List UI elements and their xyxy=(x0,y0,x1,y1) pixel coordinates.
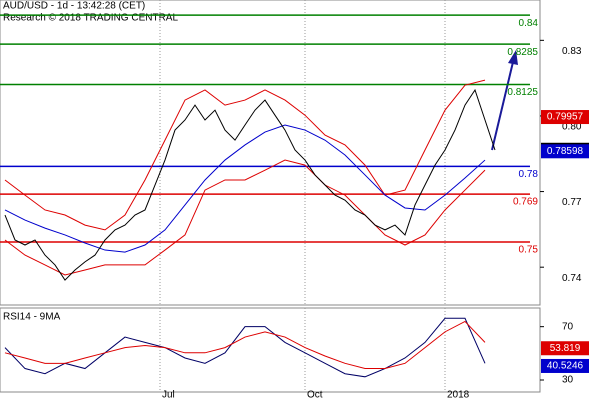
price-box-label: 0.78598 xyxy=(547,146,584,157)
price-box xyxy=(541,341,589,356)
forecast-arrow xyxy=(491,61,514,151)
price-box xyxy=(541,110,589,125)
series-line xyxy=(4,88,496,281)
y-tick-label: 0.80 xyxy=(562,122,582,133)
credit: Research © 2018 TRADING CENTRAL xyxy=(3,13,178,24)
x-tick-label: Oct xyxy=(307,390,323,400)
series-line xyxy=(4,159,486,276)
rsi-panel xyxy=(0,307,541,393)
y-tick-label: 0.74 xyxy=(562,273,582,284)
x-tick-label: 2018 xyxy=(447,390,470,400)
y-tick-label: 30 xyxy=(562,375,574,386)
price-box-label: 40.5246 xyxy=(547,361,584,372)
series-line xyxy=(4,124,486,253)
x-tick-label: Jul xyxy=(162,390,175,400)
y-tick-label: 70 xyxy=(562,321,574,332)
y-tick-label: 0.83 xyxy=(562,46,582,57)
series-line xyxy=(4,317,486,378)
level-label: 0.8285 xyxy=(507,47,538,58)
level-label: 0.769 xyxy=(513,197,538,208)
level-label: 0.8125 xyxy=(507,87,538,98)
y-tick-label: 0.77 xyxy=(562,197,582,208)
level-label: 0.75 xyxy=(519,245,539,256)
level-label: 0.84 xyxy=(519,18,539,29)
price-box-label: 53.819 xyxy=(550,343,581,354)
price-panel xyxy=(0,0,541,306)
chart-title: AUD/USD - 1d - 13:42:28 (CET) xyxy=(3,1,145,12)
price-box xyxy=(541,358,589,373)
arrow-head xyxy=(508,50,518,65)
rsi-title: RSI14 - 9MA xyxy=(3,312,61,323)
series-line xyxy=(4,79,486,231)
level-label: 0.78 xyxy=(519,169,539,180)
price-box-label: 0.79957 xyxy=(547,112,584,123)
price-box xyxy=(541,144,589,159)
series-line xyxy=(4,320,486,370)
